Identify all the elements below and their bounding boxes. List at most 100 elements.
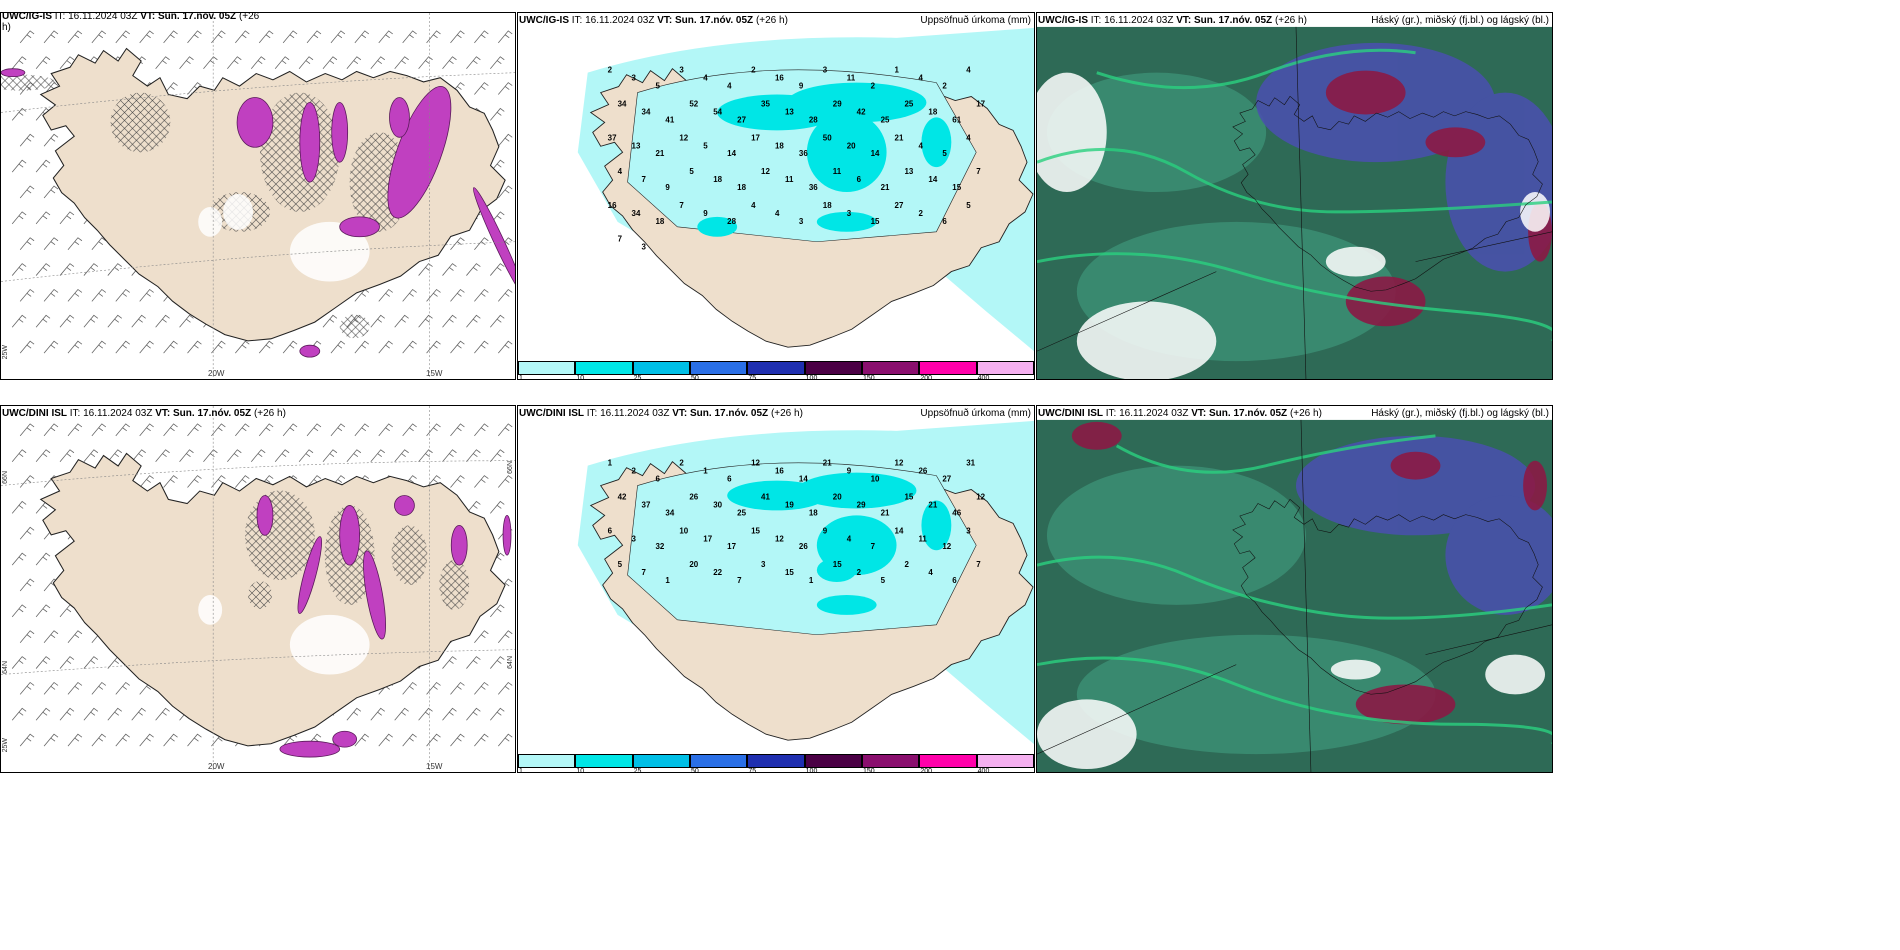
precip-value: 3 — [966, 526, 971, 535]
wind-barb — [418, 707, 433, 721]
precip-value: 3 — [799, 217, 804, 226]
precip-value: 17 — [976, 99, 985, 108]
precip-value: 1 — [895, 66, 900, 75]
wind-barb — [497, 475, 513, 488]
precip-value: 15 — [751, 526, 760, 535]
precip-value: 7 — [871, 542, 876, 551]
wind-barb — [187, 30, 202, 44]
precip-value: 3 — [847, 209, 852, 218]
wind-barb — [115, 288, 130, 302]
precip-value: 12 — [751, 459, 760, 468]
wind-barb — [235, 423, 250, 437]
map-canvas — [1037, 419, 1552, 772]
wind-barb — [11, 707, 27, 721]
precip-value: 9 — [665, 183, 670, 192]
wind-barb — [67, 681, 83, 695]
colorbar-tick: 25 — [633, 768, 642, 773]
precip-value: 2 — [632, 467, 637, 476]
colorbar-swatch — [976, 754, 1034, 768]
wind-barb — [370, 56, 385, 69]
wind-barb — [11, 449, 27, 462]
wind-barb — [346, 707, 362, 721]
precip-value: 15 — [871, 217, 880, 226]
wind-barb — [91, 237, 107, 250]
wind-barb — [203, 56, 218, 69]
precip-value: 4 — [966, 66, 971, 75]
precip-value: 21 — [823, 459, 832, 468]
wind-barb — [35, 552, 51, 566]
map-canvas: 1262161216142191012262731423734263025411… — [577, 420, 1034, 745]
colorbar-tick: 1 — [519, 768, 523, 773]
precip-value: 42 — [618, 492, 627, 501]
lon-side-label: 25W — [2, 344, 9, 359]
precip-value: 5 — [655, 82, 660, 91]
wind-barb — [19, 733, 35, 747]
precip-value: 13 — [905, 167, 914, 176]
lon-label: 20W — [208, 762, 225, 771]
wind-barb — [59, 211, 75, 225]
precip-value: 22 — [713, 568, 722, 577]
wind-barb — [35, 211, 51, 225]
wind-barb — [163, 733, 178, 747]
precip-value: 7 — [976, 560, 981, 569]
precip-value: 27 — [942, 475, 951, 484]
wind-barb — [11, 656, 27, 669]
precip-value: 15 — [905, 492, 914, 501]
wind-barb — [298, 56, 314, 69]
precip-value: 2 — [905, 560, 910, 569]
wind-barb — [330, 340, 346, 354]
wind-barb — [43, 733, 59, 747]
wind-barb — [442, 314, 457, 328]
wind-barb — [179, 314, 194, 328]
lat-label-right: 66N — [507, 461, 514, 474]
precip-value: 34 — [618, 99, 627, 108]
precip-value: 5 — [966, 201, 971, 210]
wind-barb — [497, 423, 513, 437]
precip-value: 7 — [642, 568, 647, 577]
wind-barb — [35, 314, 51, 328]
wind-barb — [426, 681, 441, 695]
precip-value: 20 — [847, 141, 856, 150]
wind-barb — [378, 423, 393, 437]
wind-barb — [19, 237, 35, 250]
wind-barb — [497, 133, 513, 147]
lon-label: 15W — [426, 369, 443, 378]
panel-title: UWC/IG-IS IT: 16.11.2024 03Z VT: Sun. 17… — [2, 12, 260, 33]
wind-barb — [19, 340, 35, 354]
precip-value: 19 — [785, 500, 794, 509]
precip-value: 15 — [785, 568, 794, 577]
precip-value: 9 — [847, 467, 852, 476]
precip-value: 41 — [665, 115, 674, 124]
wind-barb — [227, 56, 242, 69]
precip-value: 4 — [928, 568, 933, 577]
colorbar-swatch — [747, 754, 805, 768]
wind-barb — [107, 449, 123, 462]
precip-value: 20 — [833, 492, 842, 501]
wind-barb — [211, 30, 226, 44]
wind-barb — [497, 82, 513, 95]
wind-barb — [107, 707, 123, 721]
precip-value: 27 — [895, 201, 904, 210]
wind-barb — [203, 449, 218, 462]
precip-value: 37 — [608, 133, 617, 142]
wind-barb — [83, 449, 99, 462]
precip-value: 15 — [952, 183, 961, 192]
panel-title: UWC/DINI ISL IT: 16.11.2024 03Z VT: Sun.… — [2, 408, 286, 419]
precip-value: 16 — [608, 201, 617, 210]
wind-barb — [322, 56, 338, 69]
precip-value: 17 — [703, 534, 712, 543]
wind-barb — [418, 314, 433, 328]
wind-barb — [274, 449, 290, 462]
wind-barb — [354, 423, 370, 437]
precip-value: 12 — [775, 534, 784, 543]
colorbar-swatch — [804, 754, 862, 768]
wind-barb — [83, 656, 99, 669]
colorbar-swatch — [632, 361, 690, 375]
colorbar-tick: 200 — [920, 768, 933, 773]
precip-value: 18 — [775, 141, 784, 150]
precip-value: 18 — [823, 201, 832, 210]
precip-value: 11 — [833, 167, 842, 176]
panel-title: UWC/IG-IS IT: 16.11.2024 03Z VT: Sun. 17… — [1038, 15, 1307, 26]
wind-barb — [474, 681, 489, 695]
wind-barb — [474, 82, 489, 95]
